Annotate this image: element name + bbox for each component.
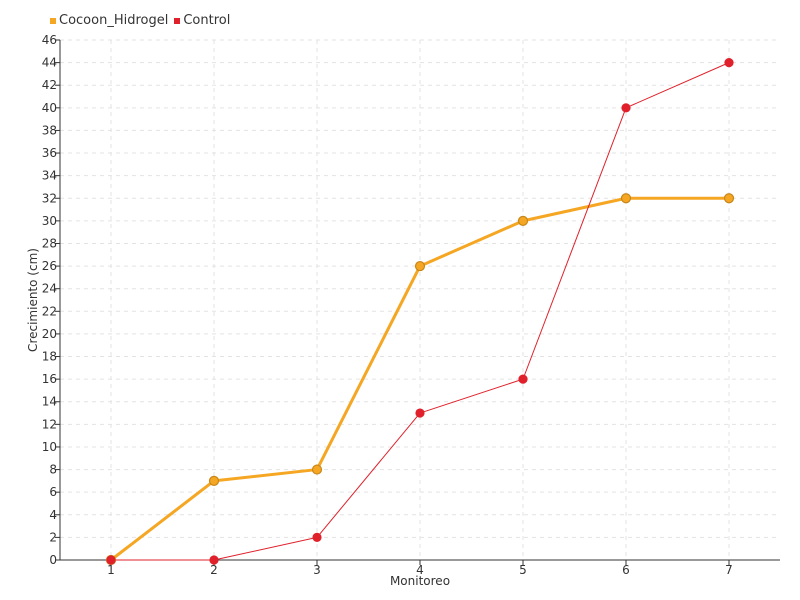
data-point-cocoon-hidrogel	[517, 215, 529, 226]
data-point-control	[106, 555, 116, 565]
x-tick-label: 3	[313, 563, 321, 577]
axes: 0246810121416182022242628303234363840424…	[42, 33, 780, 577]
legend-item-cocoon-hidrogel[interactable]: Cocoon_Hidrogel	[50, 13, 168, 28]
legend-label-control: Control	[183, 13, 231, 28]
data-point-cocoon-hidrogel	[414, 260, 426, 272]
x-tick-label: 1	[107, 563, 115, 577]
legend: Cocoon_Hidrogel Control	[50, 13, 236, 28]
y-tick-label: 4	[49, 508, 57, 522]
y-tick-label: 10	[42, 440, 57, 454]
y-tick-label: 42	[42, 78, 57, 92]
y-tick-label: 38	[42, 123, 57, 137]
data-point-control	[724, 58, 734, 68]
y-tick-label: 16	[42, 372, 57, 386]
data-point-cocoon-hidrogel	[620, 193, 632, 204]
legend-item-control[interactable]: Control	[174, 13, 230, 28]
grid-lines	[60, 39, 780, 560]
series-lines	[105, 58, 735, 566]
y-tick-label: 46	[42, 33, 57, 47]
x-tick-label: 4	[416, 563, 424, 577]
y-tick-label: 30	[42, 214, 57, 228]
data-point-cocoon-hidrogel	[723, 193, 735, 204]
y-tick-label: 20	[42, 327, 57, 341]
y-tick-label: 6	[49, 485, 57, 499]
y-tick-label: 22	[42, 304, 57, 318]
data-point-control	[518, 374, 528, 384]
y-tick-label: 2	[49, 530, 57, 544]
y-tick-label: 32	[42, 191, 57, 205]
legend-label-cocoon-hidrogel: Cocoon_Hidrogel	[59, 13, 169, 28]
data-point-cocoon-hidrogel	[311, 464, 323, 475]
x-tick-label: 5	[519, 563, 527, 577]
y-tick-label: 12	[42, 417, 57, 431]
x-tick-label: 6	[622, 563, 630, 577]
y-tick-label: 8	[49, 463, 57, 477]
data-point-control	[621, 103, 631, 113]
y-tick-label: 28	[42, 236, 57, 250]
y-tick-label: 14	[42, 395, 57, 409]
y-tick-label: 40	[42, 101, 57, 115]
y-tick-label: 44	[42, 56, 57, 70]
y-tick-label: 0	[49, 553, 57, 567]
legend-swatch-control	[174, 17, 181, 24]
y-tick-label: 18	[42, 350, 57, 364]
x-tick-label: 2	[210, 563, 218, 577]
data-point-cocoon-hidrogel	[208, 475, 220, 486]
y-tick-label: 34	[42, 169, 57, 183]
legend-swatch-cocoon-hidrogel	[50, 17, 56, 24]
data-point-control	[209, 555, 219, 565]
x-axis-label: Monitoreo	[390, 574, 450, 588]
data-point-control	[312, 532, 322, 542]
y-tick-label: 26	[42, 259, 57, 273]
y-axis-label: Crecimiento (cm)	[26, 248, 40, 352]
x-tick-label: 7	[725, 563, 733, 577]
y-tick-label: 24	[42, 282, 57, 296]
data-point-control	[415, 408, 425, 418]
y-tick-label: 36	[42, 146, 57, 160]
